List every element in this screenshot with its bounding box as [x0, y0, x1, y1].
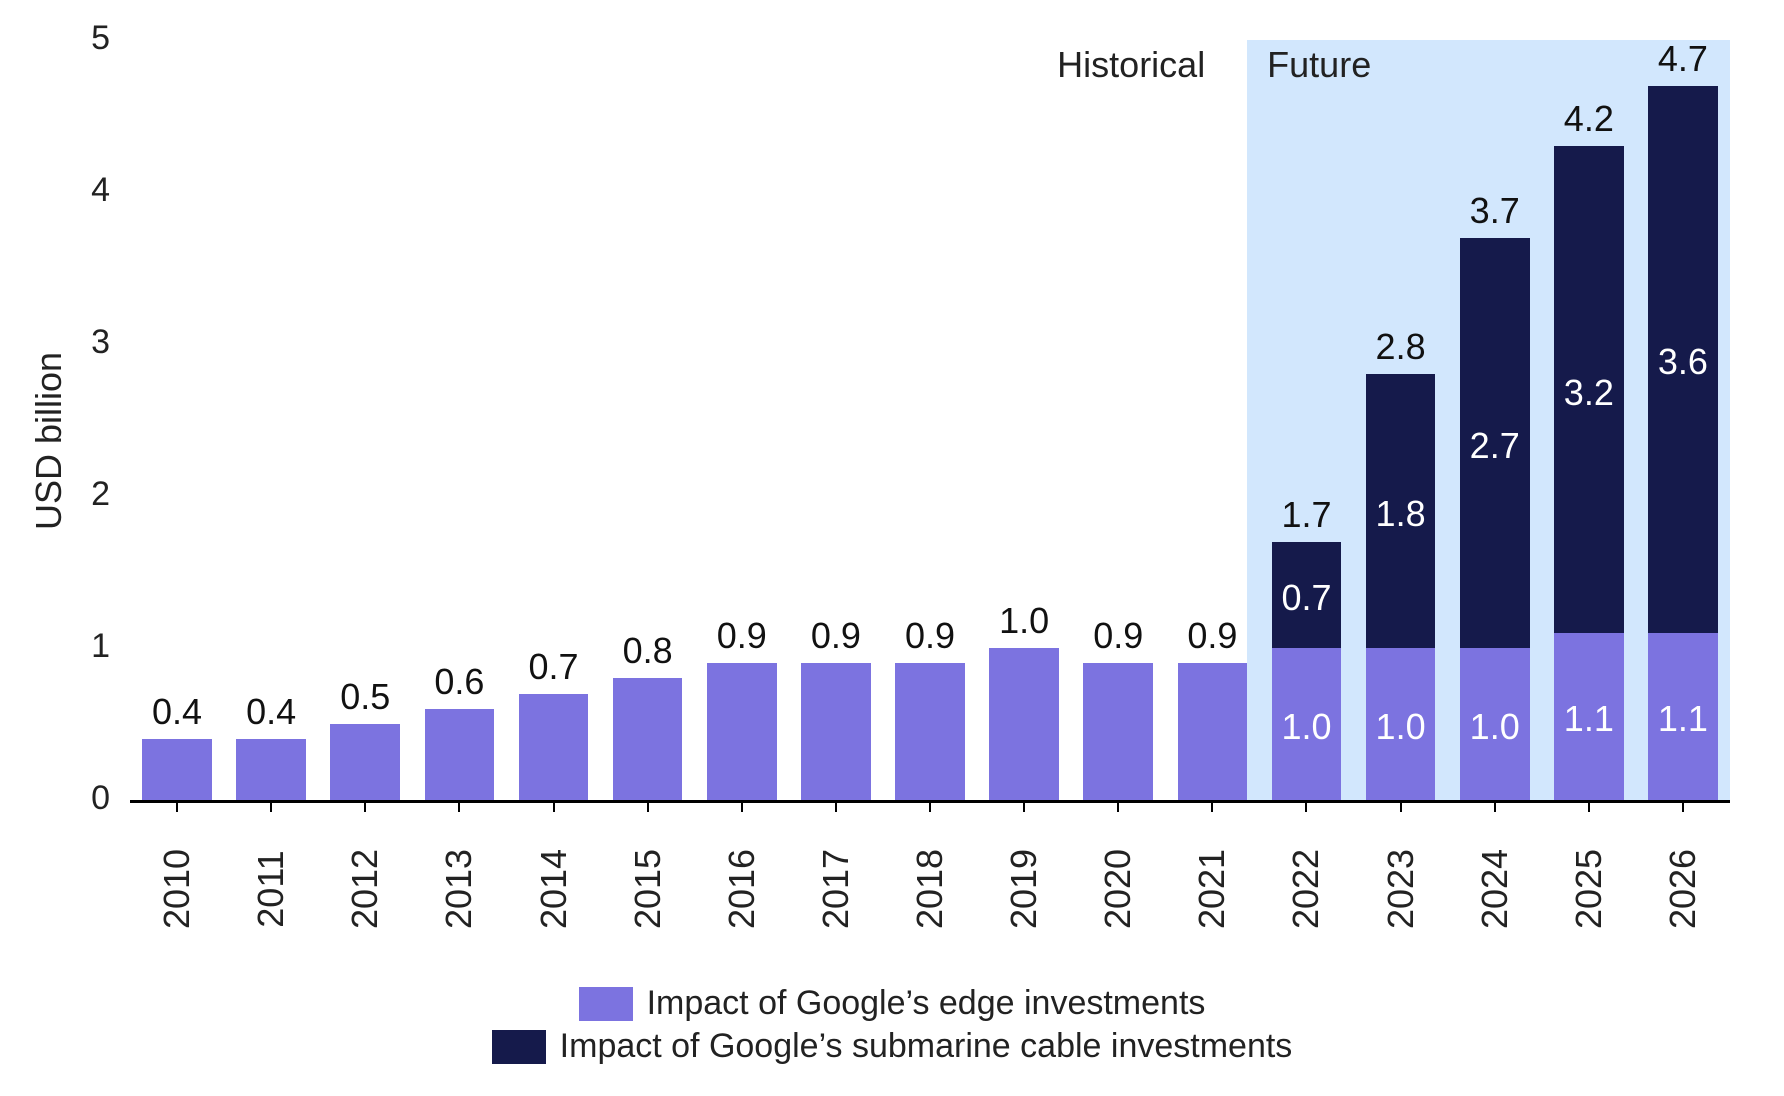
stacked-bar-chart: 0.40.40.50.60.70.80.90.90.91.00.90.91.71…: [0, 0, 1784, 1096]
total-label-2025: 4.2: [1544, 98, 1634, 140]
x-tick-mark: [1682, 800, 1684, 812]
bar-series1-2010: [142, 739, 212, 800]
legend-item-series2: Impact of Google’s submarine cable inves…: [0, 1027, 1784, 1066]
bar-series1-2019: [989, 648, 1059, 800]
y-tick-1: 1: [40, 627, 110, 666]
legend-swatch-series2: [492, 1030, 546, 1064]
x-tick-2016: 2016: [721, 829, 763, 949]
total-label-2012: 0.5: [320, 676, 410, 718]
series2-label-2026: 3.6: [1648, 341, 1718, 383]
x-tick-mark: [1494, 800, 1496, 812]
y-tick-2: 2: [40, 475, 110, 514]
legend-swatch-series1: [579, 987, 633, 1021]
x-tick-2024: 2024: [1474, 829, 1516, 949]
series1-label-2023: 1.0: [1366, 706, 1436, 748]
total-label-2021: 0.9: [1168, 615, 1258, 657]
x-tick-mark: [364, 800, 366, 812]
series2-label-2024: 2.7: [1460, 425, 1530, 467]
total-label-2015: 0.8: [603, 630, 693, 672]
x-tick-2011: 2011: [250, 829, 292, 949]
bar-series1-2015: [613, 678, 683, 800]
legend-label-series1: Impact of Google’s edge investments: [647, 984, 1206, 1023]
legend: Impact of Google’s edge investments Impa…: [0, 980, 1784, 1070]
bar-series1-2017: [801, 663, 871, 800]
bar-series1-2012: [330, 724, 400, 800]
y-tick-4: 4: [40, 171, 110, 210]
x-tick-2020: 2020: [1097, 829, 1139, 949]
x-tick-mark: [1588, 800, 1590, 812]
x-tick-mark: [270, 800, 272, 812]
total-label-2014: 0.7: [509, 646, 599, 688]
y-tick-0: 0: [40, 779, 110, 818]
total-label-2024: 3.7: [1450, 190, 1540, 232]
x-tick-2025: 2025: [1568, 829, 1610, 949]
x-tick-2022: 2022: [1285, 829, 1327, 949]
bar-series1-2021: [1178, 663, 1248, 800]
x-tick-mark: [1211, 800, 1213, 812]
total-label-2020: 0.9: [1073, 615, 1163, 657]
series2-label-2023: 1.8: [1366, 493, 1436, 535]
x-tick-2015: 2015: [627, 829, 669, 949]
x-tick-2023: 2023: [1380, 829, 1422, 949]
total-label-2023: 2.8: [1356, 326, 1446, 368]
total-label-2013: 0.6: [415, 661, 505, 703]
x-tick-mark: [176, 800, 178, 812]
x-tick-mark: [1305, 800, 1307, 812]
total-label-2010: 0.4: [132, 691, 222, 733]
x-tick-2019: 2019: [1003, 829, 1045, 949]
bar-series1-2020: [1083, 663, 1153, 800]
total-label-2019: 1.0: [979, 600, 1069, 642]
series1-label-2026: 1.1: [1648, 698, 1718, 740]
total-label-2022: 1.7: [1262, 494, 1352, 536]
x-tick-2026: 2026: [1662, 829, 1704, 949]
total-label-2026: 4.7: [1638, 38, 1728, 80]
x-tick-mark: [553, 800, 555, 812]
y-tick-5: 5: [40, 19, 110, 58]
series2-label-2025: 3.2: [1554, 372, 1624, 414]
plot-area: 0.40.40.50.60.70.80.90.90.91.00.90.91.71…: [130, 40, 1730, 800]
x-tick-mark: [835, 800, 837, 812]
x-tick-2012: 2012: [344, 829, 386, 949]
legend-label-series2: Impact of Google’s submarine cable inves…: [560, 1027, 1293, 1066]
x-tick-2014: 2014: [533, 829, 575, 949]
period-label-future: Future: [1267, 44, 1371, 86]
x-tick-mark: [647, 800, 649, 812]
period-label-historical: Historical: [1057, 44, 1205, 86]
series2-label-2022: 0.7: [1272, 577, 1342, 619]
bar-series1-2014: [519, 694, 589, 800]
x-tick-mark: [1400, 800, 1402, 812]
x-tick-2018: 2018: [909, 829, 951, 949]
y-tick-3: 3: [40, 323, 110, 362]
series1-label-2022: 1.0: [1272, 706, 1342, 748]
x-tick-2013: 2013: [438, 829, 480, 949]
x-tick-2021: 2021: [1191, 829, 1233, 949]
x-tick-2010: 2010: [156, 829, 198, 949]
total-label-2011: 0.4: [226, 691, 316, 733]
x-tick-mark: [1023, 800, 1025, 812]
bar-series1-2013: [425, 709, 495, 800]
total-label-2018: 0.9: [885, 615, 975, 657]
series1-label-2025: 1.1: [1554, 698, 1624, 740]
total-label-2016: 0.9: [697, 615, 787, 657]
x-tick-2017: 2017: [815, 829, 857, 949]
bar-series1-2018: [895, 663, 965, 800]
bar-series1-2016: [707, 663, 777, 800]
bar-series1-2011: [236, 739, 306, 800]
series1-label-2024: 1.0: [1460, 706, 1530, 748]
total-label-2017: 0.9: [791, 615, 881, 657]
x-tick-mark: [1117, 800, 1119, 812]
x-tick-mark: [741, 800, 743, 812]
legend-item-series1: Impact of Google’s edge investments: [0, 984, 1784, 1023]
x-tick-mark: [458, 800, 460, 812]
x-tick-mark: [929, 800, 931, 812]
